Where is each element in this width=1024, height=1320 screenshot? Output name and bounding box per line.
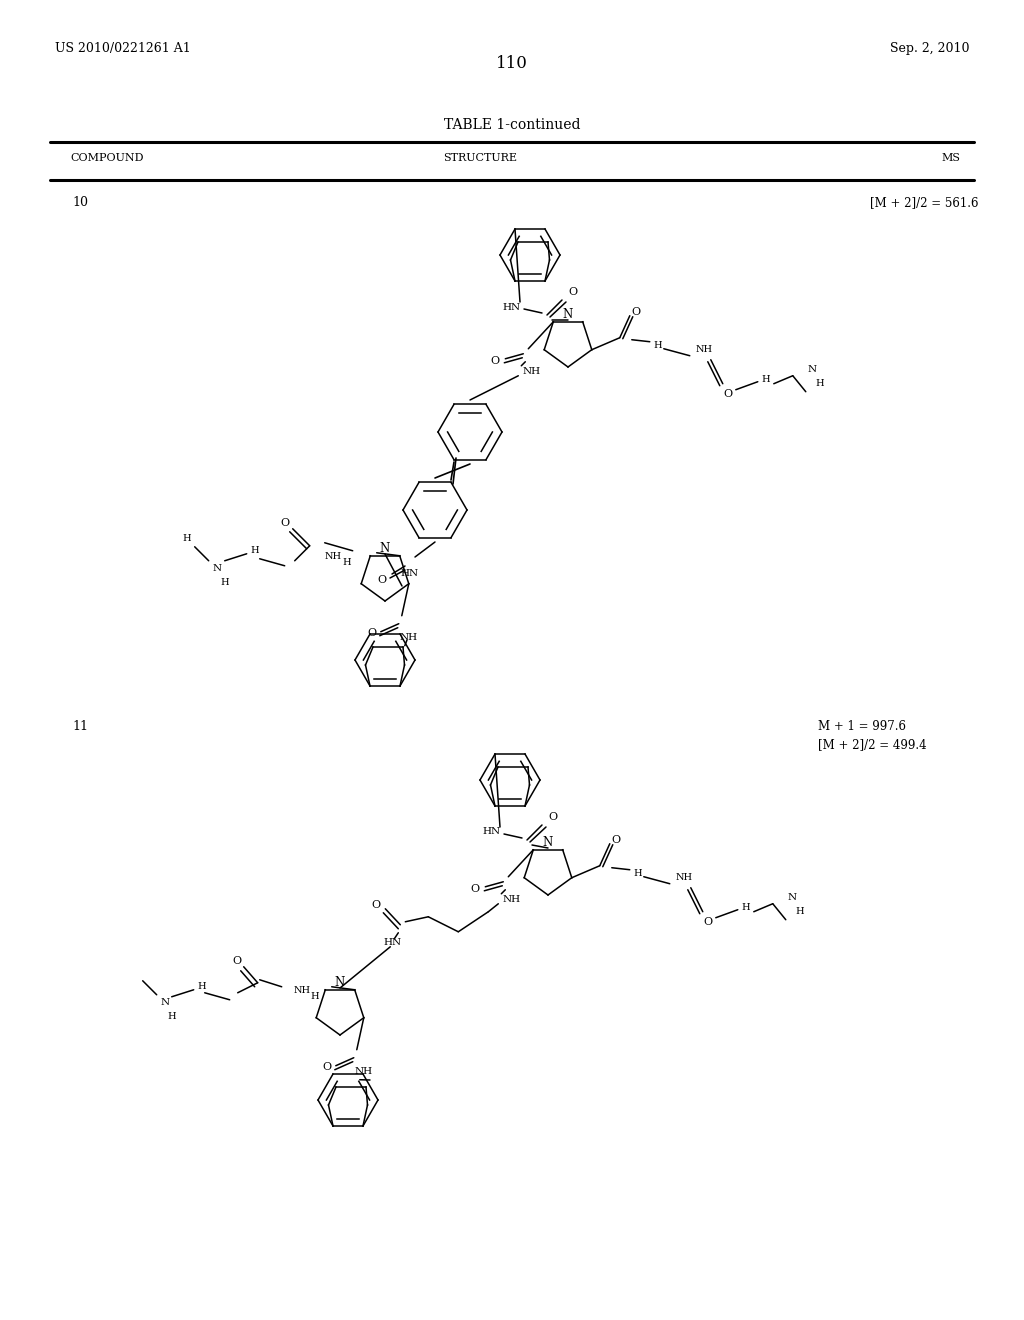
- Text: TABLE 1-continued: TABLE 1-continued: [443, 117, 581, 132]
- Text: N: N: [335, 977, 345, 990]
- Text: US 2010/0221261 A1: US 2010/0221261 A1: [55, 42, 190, 55]
- Text: H: H: [634, 870, 642, 878]
- Text: [M + 2]/2 = 561.6: [M + 2]/2 = 561.6: [870, 195, 979, 209]
- Text: N: N: [543, 837, 553, 850]
- Text: O: O: [372, 900, 381, 909]
- Text: 10: 10: [72, 195, 88, 209]
- Text: HN: HN: [503, 302, 521, 312]
- Text: H: H: [198, 982, 206, 991]
- Text: N: N: [380, 543, 390, 556]
- Text: H: H: [251, 546, 259, 556]
- Text: COMPOUND: COMPOUND: [70, 153, 143, 162]
- Text: O: O: [490, 356, 500, 366]
- Text: O: O: [471, 884, 480, 894]
- Text: NH: NH: [293, 986, 310, 995]
- Text: 110: 110: [496, 55, 528, 73]
- Text: HN: HN: [483, 828, 501, 837]
- Text: NH: NH: [675, 874, 692, 882]
- Text: H: H: [653, 342, 663, 350]
- Text: O: O: [723, 388, 732, 399]
- Text: O: O: [568, 286, 578, 297]
- Text: O: O: [323, 1061, 332, 1072]
- Text: O: O: [611, 834, 621, 845]
- Text: NH: NH: [325, 552, 341, 561]
- Text: O: O: [232, 956, 242, 966]
- Text: NH: NH: [354, 1068, 373, 1076]
- Text: H: H: [182, 535, 191, 544]
- Text: NH: NH: [695, 346, 713, 354]
- Text: N: N: [160, 998, 169, 1007]
- Text: H: H: [310, 993, 319, 1002]
- Text: H: H: [220, 578, 229, 587]
- Text: H: H: [815, 379, 824, 388]
- Text: 11: 11: [72, 719, 88, 733]
- Text: O: O: [631, 306, 640, 317]
- Text: N: N: [807, 366, 816, 375]
- Text: N: N: [787, 894, 797, 903]
- Text: O: O: [378, 576, 387, 585]
- Text: HN: HN: [383, 939, 401, 948]
- Text: N: N: [563, 309, 573, 322]
- Text: O: O: [281, 517, 289, 528]
- Text: O: O: [368, 628, 377, 638]
- Text: [M + 2]/2 = 499.4: [M + 2]/2 = 499.4: [818, 738, 927, 751]
- Text: N: N: [212, 564, 221, 573]
- Text: M + 1 = 997.6: M + 1 = 997.6: [818, 719, 906, 733]
- Text: O: O: [703, 916, 713, 927]
- Text: H: H: [342, 558, 351, 568]
- Text: H: H: [762, 375, 770, 384]
- Text: NH: NH: [399, 634, 418, 643]
- Text: NH: NH: [522, 367, 541, 376]
- Text: H: H: [167, 1012, 176, 1022]
- Text: STRUCTURE: STRUCTURE: [443, 153, 517, 162]
- Text: H: H: [741, 903, 751, 912]
- Text: O: O: [549, 812, 557, 822]
- Text: Sep. 2, 2010: Sep. 2, 2010: [890, 42, 969, 55]
- Text: NH: NH: [502, 895, 520, 904]
- Text: HN: HN: [401, 569, 419, 578]
- Text: MS: MS: [941, 153, 961, 162]
- Text: H: H: [796, 907, 804, 916]
